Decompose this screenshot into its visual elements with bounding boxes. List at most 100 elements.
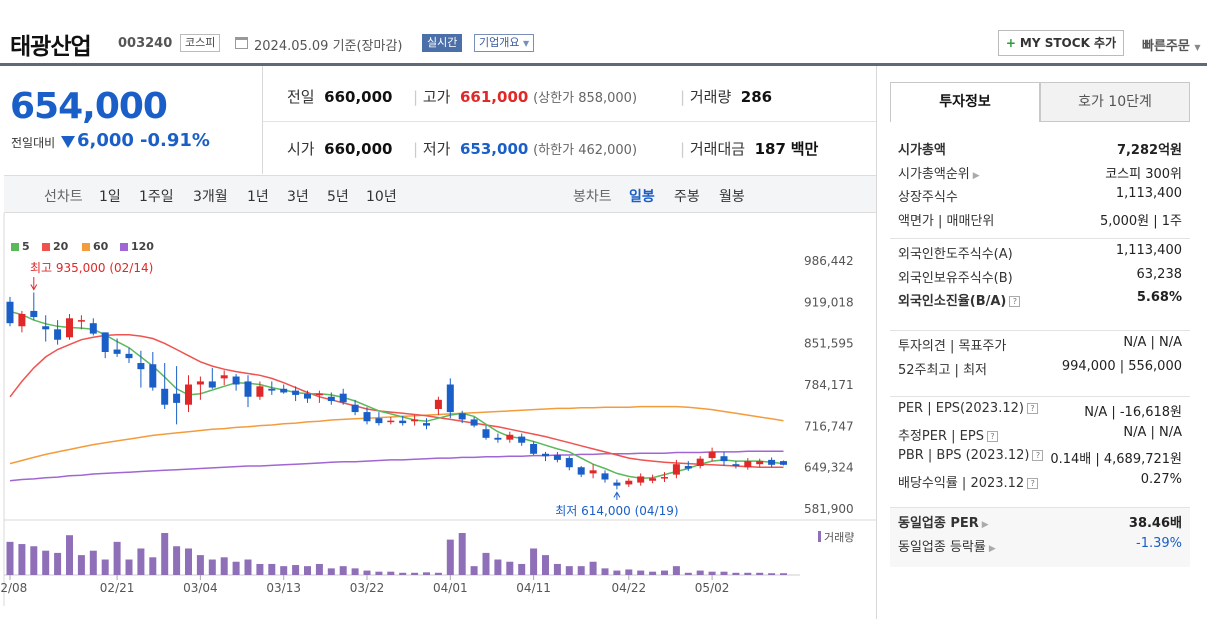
volume-bar	[339, 566, 347, 575]
legend-swatch	[42, 243, 50, 251]
candle-body	[363, 412, 371, 422]
volume-bar	[18, 544, 26, 575]
volume-bar	[66, 535, 73, 575]
candle-body	[518, 436, 526, 443]
period-1y[interactable]: 1년	[247, 189, 269, 205]
help-icon[interactable]: ?	[1009, 296, 1021, 307]
candle-body	[196, 381, 204, 385]
candle-body	[18, 313, 26, 327]
candle-body	[208, 381, 216, 388]
info-row: 투자의견 | 목표주가 N/A | N/A	[898, 335, 1182, 354]
volume-bar	[268, 563, 276, 575]
quick-order-button[interactable]: 빠른주문 ▼	[1142, 35, 1201, 54]
volume-bar	[756, 572, 764, 575]
chevron-right-icon: ▶	[972, 170, 980, 181]
volume-bar	[315, 563, 323, 575]
candle-body	[30, 310, 38, 318]
y-tick-label: 716,747	[804, 419, 854, 433]
y-tick-label: 919,018	[804, 295, 854, 309]
volume-bar	[672, 566, 680, 575]
candle-body	[54, 329, 62, 340]
candle-body	[185, 384, 192, 405]
info-section	[890, 507, 1190, 567]
info-label: 외국인소진율(B/A)	[898, 294, 1007, 309]
my-stock-add-button[interactable]: + MY STOCK 추가	[998, 30, 1124, 56]
candle-body	[458, 413, 466, 420]
volume-bar	[613, 570, 621, 575]
help-icon[interactable]: ?	[986, 430, 998, 442]
high-price: | 고가 661,000 (상한가 858,000)	[413, 88, 638, 106]
volume-bar	[494, 559, 502, 575]
volume-bar	[351, 568, 359, 575]
candle-body	[625, 480, 633, 485]
divider	[263, 121, 876, 122]
legend-label: 5	[22, 240, 30, 253]
x-tick-label: 05/02	[695, 581, 730, 595]
candle-body	[637, 476, 645, 483]
amount-label: 거래대금	[689, 140, 746, 158]
period-3m[interactable]: 3개월	[193, 189, 228, 205]
candle-body	[292, 390, 300, 395]
down-triangle-icon	[61, 136, 75, 148]
price-chart[interactable]: 986,442 919,018 851,595 784,171 716,747 649,3…	[0, 0, 876, 606]
candle-body	[708, 451, 716, 459]
low-value: 653,000	[460, 140, 529, 158]
volume-bar	[387, 571, 395, 575]
x-tick-label: 04/22	[612, 581, 647, 595]
legend-swatch	[120, 243, 128, 251]
period-5y[interactable]: 5년	[327, 189, 349, 205]
volume-bar	[6, 541, 14, 575]
company-info-dropdown[interactable]: 기업개요 ▼	[474, 34, 535, 52]
volume-bar	[434, 572, 442, 575]
x-tick-label: 03/04	[183, 581, 218, 595]
candle-daily[interactable]: 일봉	[629, 189, 655, 205]
candle-body	[672, 464, 680, 475]
candle-body	[137, 363, 145, 370]
info-row[interactable]: 동일업종 PER ▶ 38.46배	[898, 512, 1182, 531]
y-tick-label: 581,900	[804, 502, 854, 516]
tab-invest-info[interactable]: 투자정보	[890, 82, 1040, 122]
candle-weekly[interactable]: 주봉	[674, 189, 700, 205]
info-value: 994,000 | 556,000	[1061, 358, 1182, 374]
help-icon[interactable]: ?	[1027, 477, 1039, 489]
volume-label: 거래량	[689, 88, 732, 106]
base-date: 2024.05.09 기준(장마감)	[254, 39, 403, 54]
info-row: PER | EPS(2023.12)? N/A | -16,618원	[898, 401, 1182, 420]
stock-name: 태광산업	[10, 34, 92, 60]
candle-body	[482, 429, 490, 438]
realtime-button[interactable]: 실시간	[422, 34, 463, 52]
tab-hoga-10[interactable]: 호가 10단계	[1040, 82, 1190, 122]
info-row[interactable]: 동일업종 등락률 ▶ -1.39%	[898, 536, 1182, 555]
period-1w[interactable]: 1주일	[139, 189, 174, 205]
candle-body	[470, 419, 478, 426]
period-3y[interactable]: 3년	[287, 189, 309, 205]
info-value: N/A | -16,618원	[1084, 405, 1182, 420]
candle-body	[351, 404, 359, 413]
candle-body	[232, 376, 240, 385]
prev-close: 전일 660,000	[287, 86, 392, 107]
volume-bar	[280, 566, 288, 575]
candle-monthly[interactable]: 월봉	[719, 189, 745, 205]
legend-ma60: 60	[82, 240, 108, 253]
volume-bar	[196, 555, 204, 575]
info-row[interactable]: 시가총액순위 ▶ 코스피 300위	[898, 163, 1182, 182]
candle-body	[399, 420, 407, 424]
volume-bar	[89, 550, 97, 575]
info-section	[890, 134, 1190, 234]
period-1d[interactable]: 1일	[99, 189, 121, 205]
candle-body	[125, 353, 133, 359]
help-icon[interactable]: ?	[1026, 403, 1038, 414]
y-tick-label: 784,171	[804, 378, 854, 392]
candle-body	[613, 482, 621, 486]
info-row: 외국인한도주식수(A) 1,113,400	[898, 243, 1182, 262]
period-10y[interactable]: 10년	[366, 189, 397, 205]
candle-body	[744, 461, 752, 468]
help-icon[interactable]: ?	[1032, 450, 1044, 461]
info-row: 배당수익률 | 2023.12? 0.27%	[898, 472, 1182, 491]
volume-bar	[137, 548, 145, 575]
volume-bar	[708, 571, 716, 575]
volume-bar	[399, 572, 407, 575]
info-value: 5.68%	[1136, 290, 1182, 305]
candle-body	[577, 467, 585, 475]
caret-down-icon: ▼	[1194, 43, 1201, 52]
